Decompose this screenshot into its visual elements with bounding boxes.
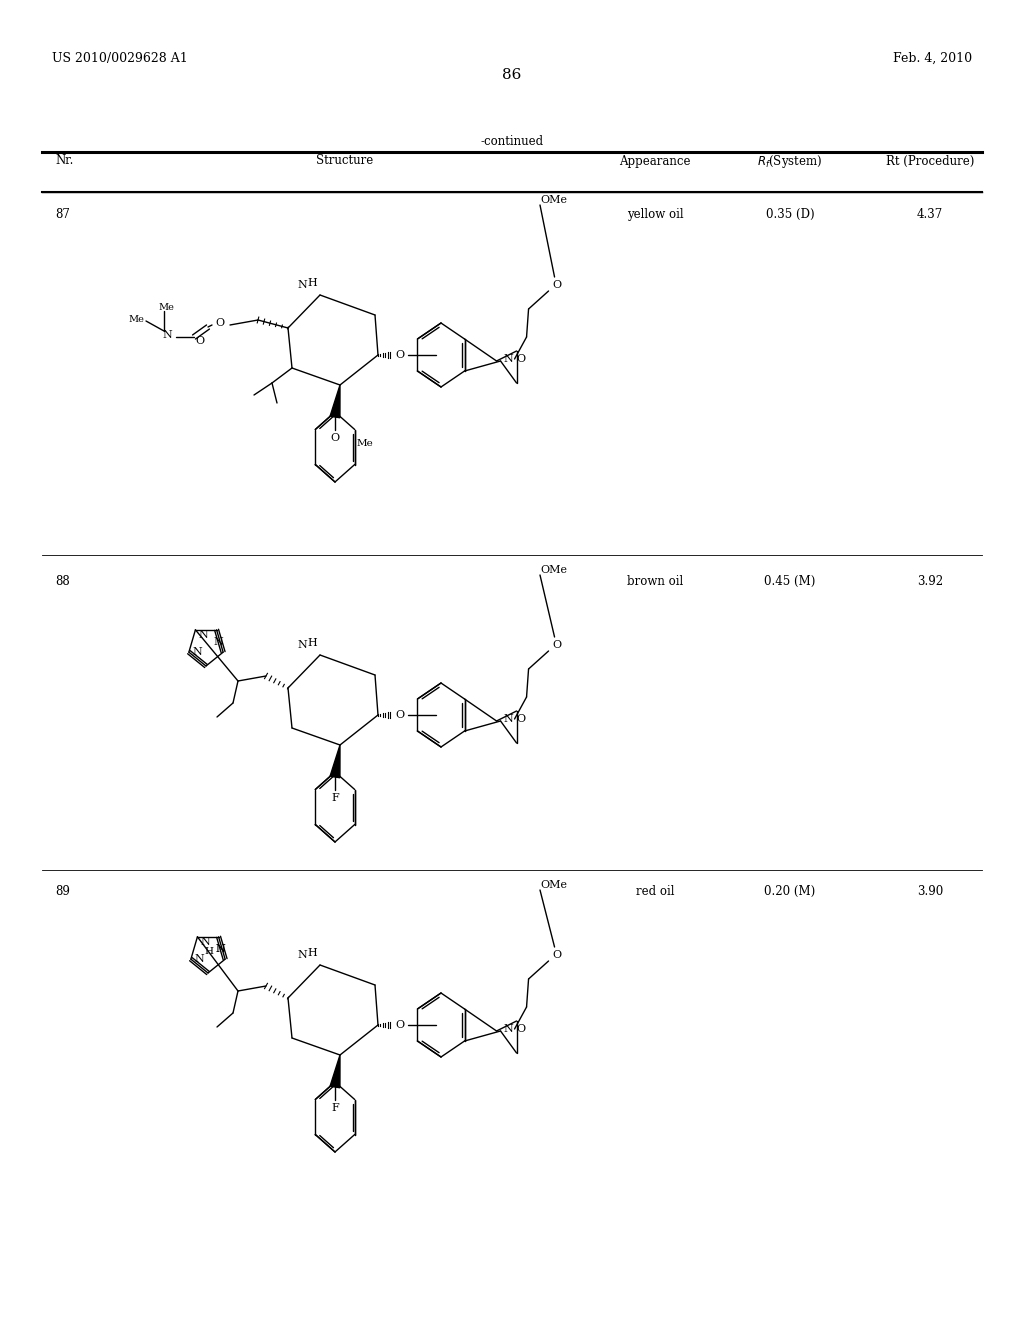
Text: N: N [297,280,307,290]
Text: OMe: OMe [540,880,567,890]
Text: H: H [307,638,316,648]
Text: 3.92: 3.92 [916,576,943,587]
Text: O: O [395,710,404,719]
Text: US 2010/0029628 A1: US 2010/0029628 A1 [52,51,187,65]
Text: H: H [307,948,316,958]
Text: 87: 87 [55,209,70,220]
Text: N: N [213,638,223,647]
Text: OMe: OMe [540,195,567,205]
Text: Nr.: Nr. [55,154,74,168]
Text: N: N [215,944,225,954]
Text: O: O [516,714,525,723]
Text: yellow oil: yellow oil [627,209,683,220]
Text: -continued: -continued [480,135,544,148]
Text: N: N [194,954,204,964]
Text: brown oil: brown oil [627,576,683,587]
Text: F: F [331,1104,339,1113]
Text: 3.90: 3.90 [916,884,943,898]
Text: O: O [196,337,205,346]
Text: O: O [552,950,561,960]
Text: Feb. 4, 2010: Feb. 4, 2010 [893,51,972,65]
Text: Me: Me [158,302,174,312]
Text: 0.35 (D): 0.35 (D) [766,209,814,220]
Text: 4.37: 4.37 [916,209,943,220]
Text: Me: Me [357,440,374,449]
Text: Rt (Procedure): Rt (Procedure) [886,154,974,168]
Polygon shape [330,744,340,777]
Polygon shape [330,1055,340,1088]
Text: 86: 86 [503,69,521,82]
Text: 89: 89 [55,884,70,898]
Text: N: N [162,330,172,341]
Text: O: O [395,1020,404,1030]
Text: $R_f$(System): $R_f$(System) [758,153,822,169]
Text: N: N [199,630,208,640]
Text: N: N [216,944,225,954]
Text: F: F [331,793,339,803]
Text: Me: Me [128,314,144,323]
Text: red oil: red oil [636,884,674,898]
Text: O: O [552,280,561,290]
Text: O: O [395,350,404,360]
Polygon shape [330,385,340,417]
Text: Structure: Structure [316,154,374,168]
Text: N: N [504,1024,513,1034]
Text: N: N [193,647,202,657]
Text: O: O [215,318,224,327]
Text: O: O [516,354,525,364]
Text: OMe: OMe [540,565,567,576]
Text: O: O [331,433,340,444]
Text: N: N [504,714,513,723]
Text: N: N [297,640,307,649]
Text: 0.20 (M): 0.20 (M) [764,884,816,898]
Text: 88: 88 [55,576,70,587]
Text: O: O [516,1024,525,1034]
Text: H: H [205,946,213,956]
Text: N: N [297,950,307,960]
Text: Appearance: Appearance [620,154,691,168]
Text: N: N [504,354,513,364]
Text: 0.45 (M): 0.45 (M) [764,576,816,587]
Text: N: N [201,937,210,946]
Text: O: O [552,640,561,649]
Text: H: H [307,279,316,288]
